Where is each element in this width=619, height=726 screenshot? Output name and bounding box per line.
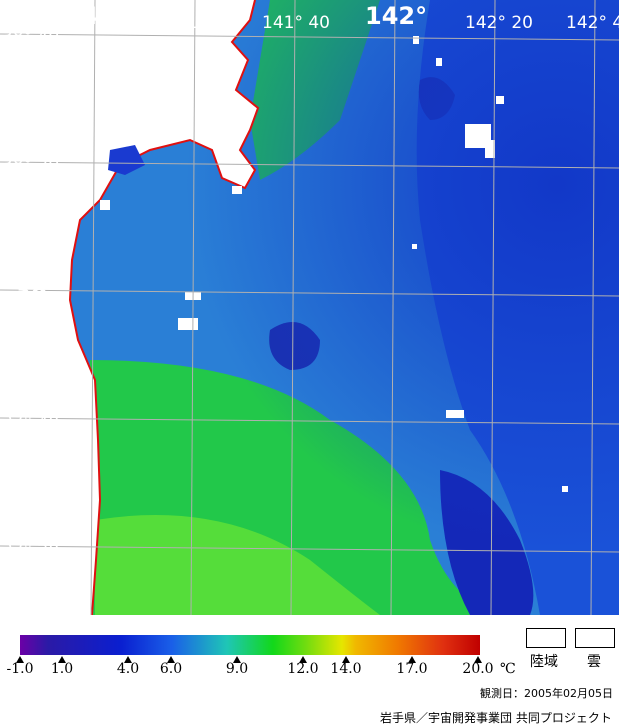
lat-label-38-40: 38° 40 xyxy=(2,27,59,47)
tick-marker xyxy=(16,656,24,663)
tick-marker xyxy=(299,656,307,663)
lon-label-142-20: 142° 20 xyxy=(465,13,533,33)
tick-label: -1.0 xyxy=(6,661,34,677)
lat-label-38: 38° xyxy=(14,276,59,304)
tick-label: 14.0 xyxy=(330,661,362,677)
tick-marker xyxy=(474,656,482,663)
tick-label: 9.0 xyxy=(225,661,249,677)
cloud-label: 雲 xyxy=(587,654,601,670)
land-label: 陸域 xyxy=(530,654,558,670)
legend-panel: -1.0 1.0 4.0 6.0 9.0 12.0 14.0 17.0 20.0… xyxy=(0,615,619,725)
cloud-swatch xyxy=(575,628,615,648)
matsushima-bay xyxy=(108,145,145,175)
coastline xyxy=(68,0,260,615)
tick-label: 12.0 xyxy=(287,661,319,677)
observation-date: 観測日：2005年02月05日 xyxy=(480,687,613,700)
tick-marker xyxy=(124,656,132,663)
lon-label-141: 141° xyxy=(65,2,127,30)
lat-label-37-40: 37° 40 xyxy=(2,413,59,433)
unit-label: ℃ xyxy=(500,661,516,677)
lon-label-141-20: 141° 20 xyxy=(165,13,233,33)
lat-label-37-20: 37° 20 xyxy=(2,541,59,561)
tick-marker xyxy=(167,656,175,663)
lat-lon-grid xyxy=(0,0,619,615)
land-mass xyxy=(0,0,258,615)
corner-label: 40 xyxy=(2,10,24,30)
lat-label-38-20: 38° 20 xyxy=(2,155,59,175)
lon-label-142-4: 142° 4 xyxy=(566,13,619,33)
tick-label: 1.0 xyxy=(50,661,74,677)
tick-marker xyxy=(342,656,350,663)
tick-label: 6.0 xyxy=(159,661,183,677)
tick-label: 17.0 xyxy=(396,661,428,677)
lon-label-142: 142° xyxy=(365,2,427,30)
land-swatch xyxy=(526,628,566,648)
tick-label: 4.0 xyxy=(116,661,140,677)
tick-marker xyxy=(408,656,416,663)
temperature-colorbar xyxy=(20,635,480,655)
map-labels: 40 38° 40 38° 20 38° 37° 40 37° 20 141° … xyxy=(2,2,619,561)
tick-marker xyxy=(233,656,241,663)
tick-marker xyxy=(58,656,66,663)
lon-label-141-40: 141° 40 xyxy=(262,13,330,33)
credit-line: 岩手県／宇宙開発事業団 共同プロジェクト xyxy=(380,711,612,725)
tick-label: 20.0 xyxy=(462,661,494,677)
sea-surface-temperature-map: 40 38° 40 38° 20 38° 37° 40 37° 20 141° … xyxy=(0,0,619,615)
